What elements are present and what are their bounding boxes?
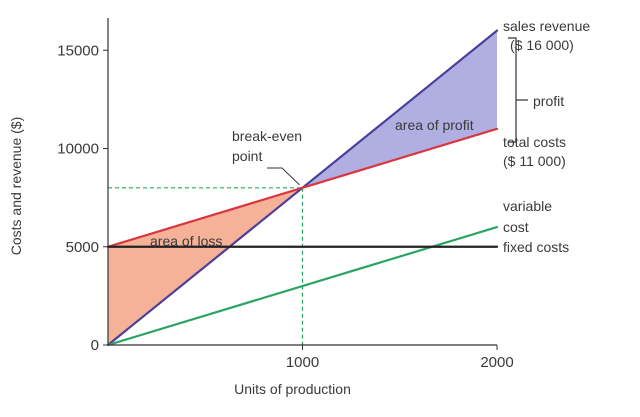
y-tick-label: 15000 <box>57 42 99 59</box>
area-of-profit-label: area of profit <box>395 117 474 133</box>
variable-label: variable <box>503 198 552 214</box>
y-tick-label: 10000 <box>57 141 99 158</box>
profit-label: profit <box>533 93 564 109</box>
profit-bracket <box>508 37 517 143</box>
sales-revenue-value: ($ 16 000) <box>510 37 574 53</box>
break-even-guides <box>108 187 304 345</box>
y-tick-label: 0 <box>91 337 99 354</box>
break-even-point-label: point <box>232 148 262 164</box>
area-of-loss-label: area of loss <box>150 233 222 249</box>
x-tick-label: 1000 <box>286 354 319 371</box>
y-axis-title: Costs and revenue ($) <box>8 117 24 256</box>
fixed-costs-label: fixed costs <box>503 239 569 255</box>
chart-axes: 0 5000 10000 15000 1000 2000 Units of producti… <box>8 18 514 397</box>
total-costs-label: total costs <box>503 134 566 150</box>
sales-revenue-label: sales revenue <box>503 18 590 34</box>
break-even-label: break-even <box>232 128 302 144</box>
chart-series <box>106 29 499 347</box>
chart-labels: sales revenue ($ 16 000) profit total costs… <box>150 18 590 255</box>
break-even-pointer <box>267 167 300 186</box>
total-costs-value: ($ 11 000) <box>503 153 566 169</box>
total-line <box>106 127 499 248</box>
x-axis-title: Units of production <box>234 381 351 397</box>
y-tick-label: 5000 <box>66 239 99 256</box>
variable-cost-label: cost <box>503 219 529 235</box>
x-tick-label: 2000 <box>480 354 513 371</box>
